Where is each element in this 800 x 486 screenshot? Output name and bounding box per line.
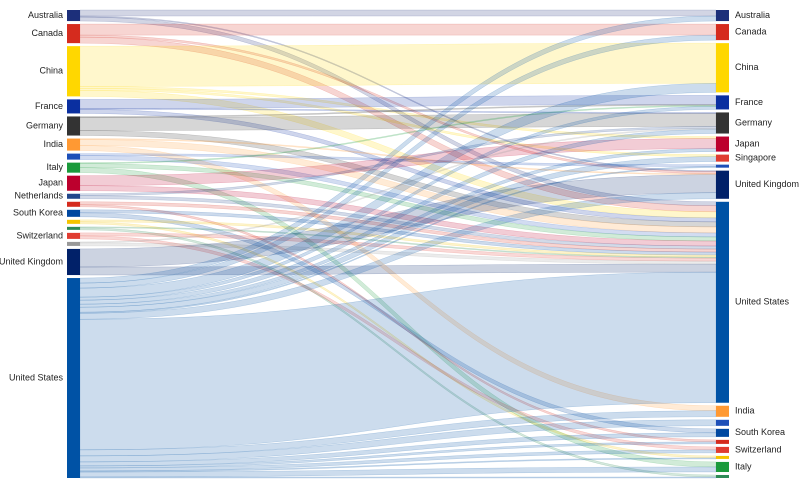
node <box>67 175 80 191</box>
node <box>716 474 729 478</box>
node-label: Singapore <box>735 152 776 162</box>
node <box>67 219 80 224</box>
link <box>79 42 717 87</box>
node-label: South Korea <box>13 208 63 218</box>
node <box>67 153 80 160</box>
node <box>716 24 729 41</box>
node-label: Germany <box>735 117 773 127</box>
node <box>67 116 80 136</box>
node-label: United States <box>735 297 790 307</box>
link <box>79 106 717 301</box>
node <box>67 24 80 44</box>
node-label: Australia <box>28 10 63 20</box>
link <box>79 449 717 472</box>
node-label: Canada <box>31 28 63 38</box>
node <box>716 95 729 110</box>
link <box>79 83 717 298</box>
node <box>67 278 80 478</box>
node <box>67 138 80 151</box>
node-label: Canada <box>735 26 767 36</box>
node-label: China <box>735 62 759 72</box>
node <box>716 170 729 199</box>
node-label: Japan <box>38 178 63 188</box>
link <box>79 466 717 478</box>
node <box>716 428 729 437</box>
node-label: India <box>735 406 755 416</box>
node <box>716 43 729 93</box>
node <box>67 99 80 114</box>
node <box>716 439 729 444</box>
node-label: United States <box>9 372 64 382</box>
node-label: United Kingdom <box>735 179 799 189</box>
node <box>716 405 729 417</box>
node-label: South Korea <box>735 427 785 437</box>
links <box>79 9 717 479</box>
node-label: China <box>39 66 63 76</box>
node <box>67 232 80 239</box>
link <box>79 476 717 479</box>
node <box>716 455 729 459</box>
link <box>79 156 717 313</box>
node <box>67 201 80 207</box>
node <box>67 241 80 246</box>
node <box>67 46 80 97</box>
node-label: France <box>35 101 63 111</box>
node <box>716 10 729 22</box>
node-label: Italy <box>46 162 63 172</box>
link <box>79 129 717 305</box>
node-label: India <box>43 139 63 149</box>
node <box>67 226 80 230</box>
node <box>716 201 729 403</box>
node <box>716 164 729 168</box>
node <box>67 162 80 173</box>
node-label: United Kingdom <box>0 256 63 266</box>
link <box>79 9 717 17</box>
node <box>716 419 729 426</box>
node <box>716 446 729 453</box>
link <box>79 432 717 467</box>
node <box>67 193 80 199</box>
node <box>716 461 729 472</box>
node <box>716 154 729 162</box>
node-label: Switzerland <box>735 444 782 454</box>
node <box>67 10 80 22</box>
node-label: Germany <box>26 120 64 130</box>
link <box>79 441 717 469</box>
node <box>716 136 729 152</box>
node-label: Australia <box>735 10 770 20</box>
node <box>67 248 80 276</box>
node-label: Japan <box>735 138 760 148</box>
node-label: Switzerland <box>16 230 63 240</box>
node <box>67 209 80 217</box>
node-label: Netherlands <box>14 191 63 201</box>
node-label: France <box>735 97 763 107</box>
node <box>716 112 729 134</box>
node-label: Italy <box>735 461 752 471</box>
